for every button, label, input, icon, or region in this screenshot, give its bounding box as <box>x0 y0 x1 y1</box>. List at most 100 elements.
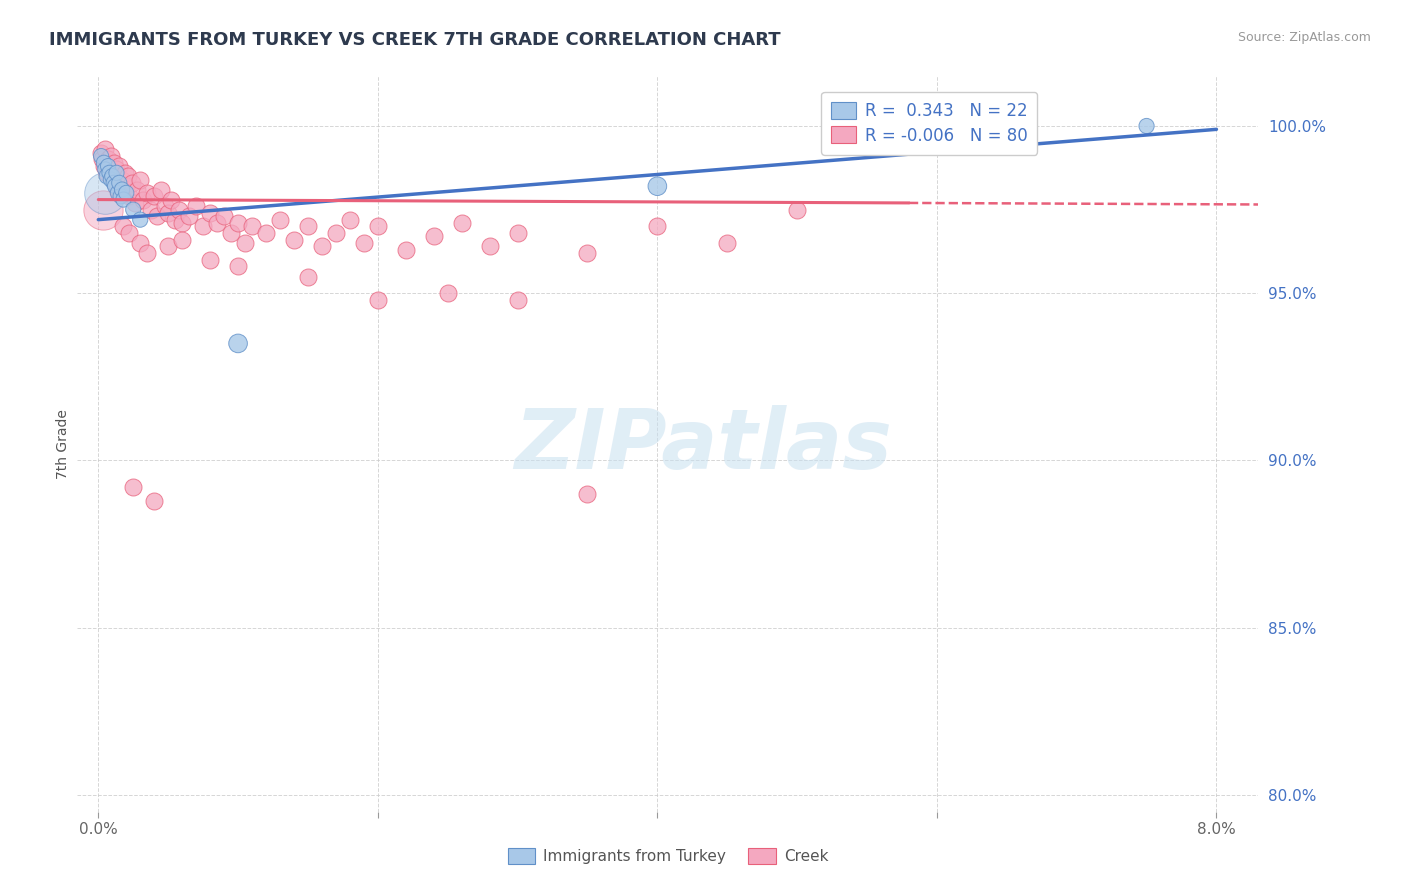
Point <box>97 159 120 173</box>
Point <box>136 246 159 260</box>
Point <box>98 166 121 180</box>
Point <box>94 143 117 157</box>
Point <box>97 153 120 167</box>
Point <box>212 210 235 224</box>
Point <box>118 226 141 240</box>
Point <box>105 162 128 177</box>
Point <box>122 202 145 217</box>
Point <box>169 202 191 217</box>
Point <box>110 179 132 194</box>
Point <box>103 176 125 190</box>
Point <box>240 219 263 234</box>
Point <box>353 236 375 251</box>
Point <box>172 233 194 247</box>
Point <box>112 186 135 200</box>
Point <box>112 193 135 207</box>
Point <box>141 202 163 217</box>
Point <box>122 480 145 494</box>
Point <box>254 226 277 240</box>
Y-axis label: 7th Grade: 7th Grade <box>56 409 70 479</box>
Point <box>297 219 319 234</box>
Point <box>100 172 122 186</box>
Point <box>311 239 333 253</box>
Point <box>91 153 114 167</box>
Text: IMMIGRANTS FROM TURKEY VS CREEK 7TH GRADE CORRELATION CHART: IMMIGRANTS FROM TURKEY VS CREEK 7TH GRAD… <box>49 31 780 49</box>
Point <box>94 162 117 177</box>
Point <box>129 172 152 186</box>
Point <box>205 216 228 230</box>
Point <box>143 189 166 203</box>
Point <box>226 260 249 274</box>
Point <box>98 162 121 177</box>
Point <box>198 252 221 267</box>
Point <box>226 216 249 230</box>
Point <box>367 293 389 307</box>
Point <box>90 149 112 163</box>
Point <box>191 219 214 234</box>
Text: ZIPatlas: ZIPatlas <box>515 406 891 486</box>
Point <box>157 206 180 220</box>
Point <box>506 226 529 240</box>
Point <box>121 176 143 190</box>
Point <box>136 186 159 200</box>
Point <box>101 169 124 184</box>
Point <box>172 216 194 230</box>
Point <box>226 336 249 351</box>
Point <box>96 166 118 180</box>
Point <box>395 243 418 257</box>
Point <box>786 202 808 217</box>
Point <box>93 156 115 170</box>
Point <box>647 179 669 194</box>
Point <box>129 212 152 227</box>
Point <box>110 189 132 203</box>
Point <box>716 236 738 251</box>
Point <box>104 179 127 194</box>
Point <box>108 176 131 190</box>
Point <box>155 199 177 213</box>
Point <box>93 159 115 173</box>
Point <box>104 176 127 190</box>
Point <box>124 196 146 211</box>
Point <box>100 149 122 163</box>
Point <box>146 210 169 224</box>
Point <box>219 226 242 240</box>
Point <box>478 239 501 253</box>
Point <box>115 179 138 194</box>
Point <box>127 183 149 197</box>
Point <box>94 186 117 200</box>
Point <box>90 145 112 160</box>
Point <box>297 269 319 284</box>
Point <box>118 189 141 203</box>
Point <box>112 219 135 234</box>
Point <box>233 236 256 251</box>
Point <box>422 229 444 244</box>
Point <box>1135 119 1157 133</box>
Point <box>111 172 134 186</box>
Point <box>143 493 166 508</box>
Point <box>129 236 152 251</box>
Point <box>117 169 139 184</box>
Point <box>339 212 361 227</box>
Point <box>105 166 128 180</box>
Point <box>132 193 155 207</box>
Legend: Immigrants from Turkey, Creek: Immigrants from Turkey, Creek <box>502 842 834 871</box>
Point <box>506 293 529 307</box>
Point <box>450 216 472 230</box>
Point <box>111 183 134 197</box>
Point <box>647 219 669 234</box>
Point <box>160 193 183 207</box>
Point <box>107 183 129 197</box>
Point <box>96 169 118 184</box>
Point <box>325 226 347 240</box>
Point <box>150 183 173 197</box>
Point <box>101 169 124 184</box>
Point <box>576 487 599 501</box>
Point <box>184 199 207 213</box>
Point <box>576 246 599 260</box>
Point <box>367 219 389 234</box>
Point <box>436 286 458 301</box>
Point <box>108 159 131 173</box>
Point <box>103 156 125 170</box>
Point <box>91 202 114 217</box>
Point <box>165 212 187 227</box>
